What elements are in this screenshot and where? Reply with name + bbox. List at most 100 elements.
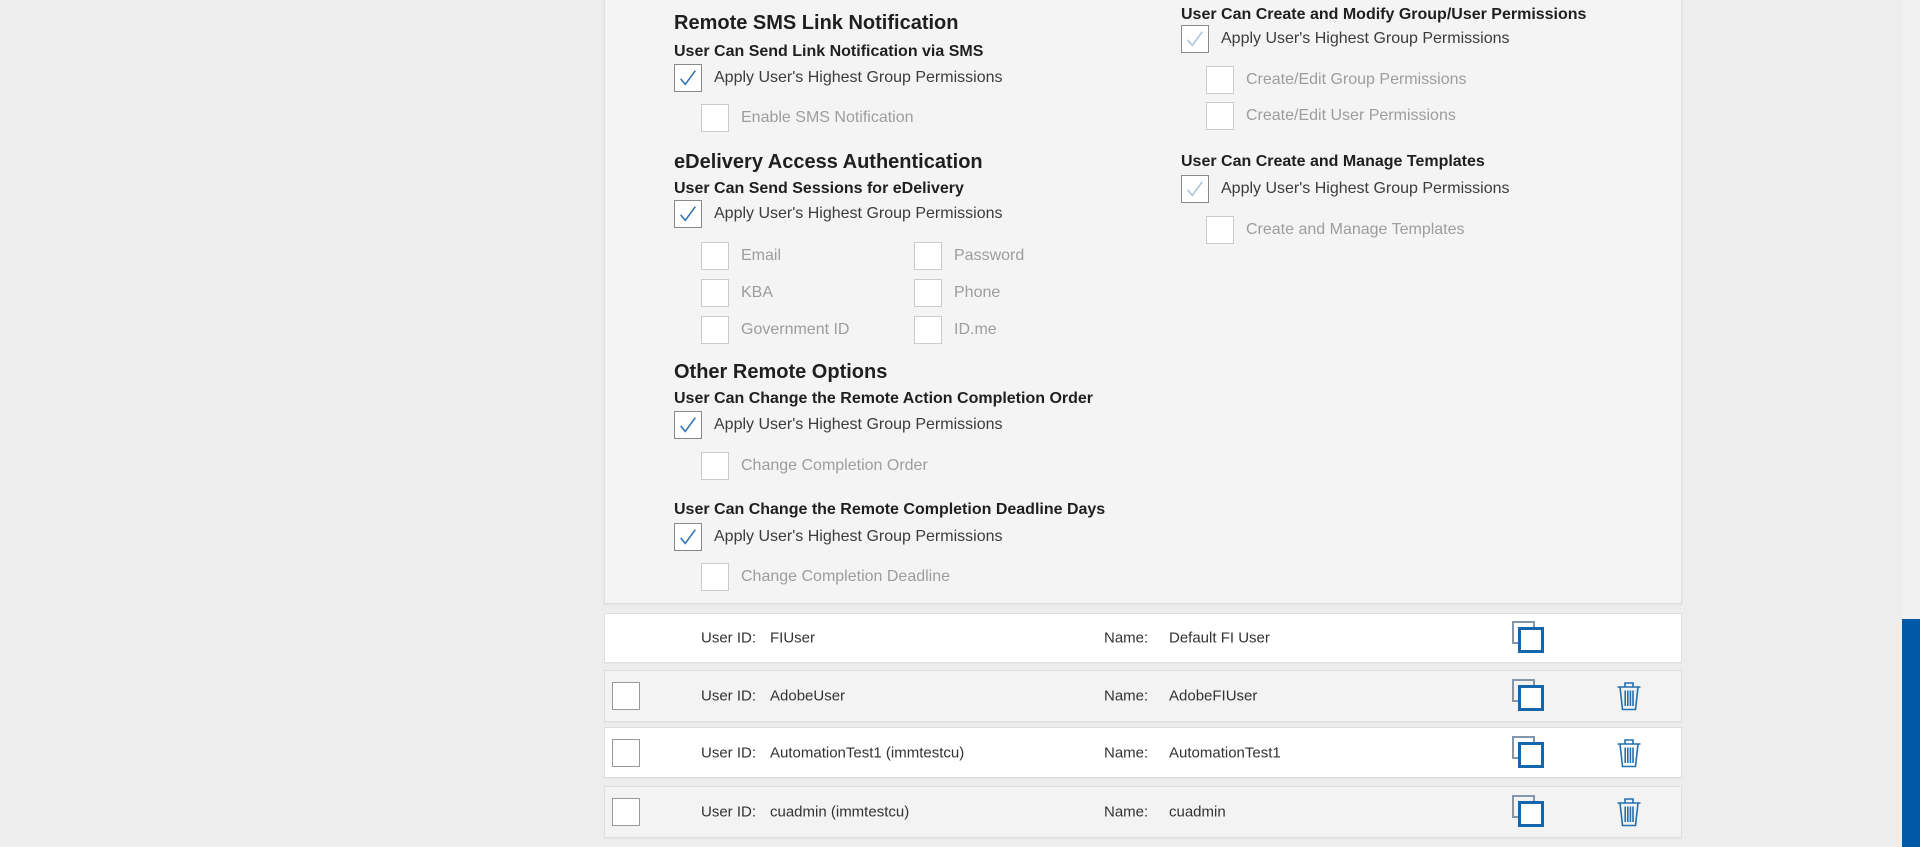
trash-icon: [1617, 682, 1641, 711]
check-icon: [1187, 31, 1203, 47]
checkbox-label: Apply User's Highest Group Permissions: [714, 69, 1003, 86]
row-select-checkbox[interactable]: [612, 798, 640, 826]
email-checkbox: [701, 242, 729, 270]
name-label: Name:: [1104, 629, 1149, 647]
user-row: User ID: AdobeUser Name: AdobeFIUser: [604, 670, 1682, 722]
check-icon: [1187, 181, 1203, 197]
idme-checkbox: [914, 316, 942, 344]
apply-highest-permissions-checkbox[interactable]: [674, 523, 702, 551]
copy-user-button[interactable]: [1510, 794, 1548, 830]
name-label: Name:: [1104, 803, 1149, 821]
apply-highest-permissions-row: Apply User's Highest Group Permissions: [1181, 25, 1651, 53]
checkbox-label: Email: [741, 247, 782, 264]
checkbox-label: Apply User's Highest Group Permissions: [714, 205, 1003, 222]
enable-sms-notification-checkbox: [701, 104, 729, 132]
copy-icon: [1518, 801, 1544, 827]
copy-icon: [1518, 627, 1544, 653]
check-icon: [680, 206, 696, 222]
checkbox-label: Password: [954, 247, 1025, 264]
apply-highest-permissions-checkbox: [1181, 25, 1209, 53]
row-select-checkbox[interactable]: [612, 682, 640, 710]
create-edit-group-permissions-checkbox: [1206, 66, 1234, 94]
name-value: AdobeFIUser: [1169, 687, 1258, 705]
checkbox-label: Apply User's Highest Group Permissions: [1221, 30, 1510, 47]
check-icon: [680, 70, 696, 86]
name-value: AutomationTest1: [1169, 744, 1281, 761]
scrollbar-thumb[interactable]: [1902, 619, 1920, 847]
checkbox-label: Apply User's Highest Group Permissions: [714, 528, 1003, 545]
check-icon: [680, 529, 696, 545]
group-title-send-link-sms: User Can Send Link Notification via SMS: [674, 43, 984, 60]
enable-sms-notification-row: Enable SMS Notification: [701, 104, 1144, 132]
checkbox-label: Create/Edit User Permissions: [1246, 107, 1456, 124]
checkbox-label: Create/Edit Group Permissions: [1246, 71, 1467, 88]
panel-right-column: User Can Create and Modify Group/User Pe…: [1181, 5, 1651, 244]
phone-checkbox: [914, 279, 942, 307]
checkbox-label: Government ID: [741, 321, 850, 338]
password-auth-row: Password: [914, 242, 1144, 270]
change-completion-deadline-row: Change Completion Deadline: [701, 563, 1144, 591]
create-edit-user-permissions-row: Create/Edit User Permissions: [1206, 102, 1651, 130]
group-title-modify-permissions: User Can Create and Modify Group/User Pe…: [1181, 6, 1587, 23]
delete-user-button[interactable]: [1613, 678, 1647, 714]
name-label: Name:: [1104, 744, 1149, 761]
check-icon: [680, 417, 696, 433]
apply-highest-permissions-row: Apply User's Highest Group Permissions: [674, 523, 1144, 551]
user-row: User ID: FIUser Name: Default FI User: [604, 613, 1682, 663]
checkbox-label: ID.me: [954, 321, 997, 338]
group-title-manage-templates: User Can Create and Manage Templates: [1181, 153, 1485, 170]
checkbox-label: Apply User's Highest Group Permissions: [714, 416, 1003, 433]
copy-user-button[interactable]: [1510, 620, 1548, 656]
user-id-value: cuadmin (immtestcu): [770, 803, 910, 821]
government-id-checkbox: [701, 316, 729, 344]
trash-icon: [1617, 798, 1641, 827]
row-select-checkbox[interactable]: [612, 738, 640, 767]
user-id-label: User ID:: [701, 803, 757, 821]
panel-left-column: Remote SMS Link Notification User Can Se…: [674, 11, 1144, 591]
group-title-completion-order: User Can Change the Remote Action Comple…: [674, 390, 1094, 407]
apply-highest-permissions-row: Apply User's Highest Group Permissions: [1181, 175, 1651, 203]
apply-highest-permissions-checkbox[interactable]: [674, 411, 702, 439]
user-id-value: AdobeUser: [770, 687, 846, 705]
kba-checkbox: [701, 279, 729, 307]
copy-user-button[interactable]: [1510, 678, 1548, 714]
create-edit-group-permissions-row: Create/Edit Group Permissions: [1206, 66, 1651, 94]
checkbox-label: Apply User's Highest Group Permissions: [1221, 180, 1510, 197]
scrollbar-track[interactable]: [1902, 0, 1920, 847]
create-manage-templates-checkbox: [1206, 216, 1234, 244]
name-value: Default FI User: [1169, 629, 1270, 647]
apply-highest-permissions-row: Apply User's Highest Group Permissions: [674, 411, 1144, 439]
delete-user-button[interactable]: [1613, 794, 1647, 830]
checkbox-label: Change Completion Order: [741, 457, 928, 474]
checkbox-label: Change Completion Deadline: [741, 568, 951, 585]
section-heading-edelivery: eDelivery Access Authentication: [674, 151, 983, 173]
email-auth-row: Email: [701, 242, 914, 270]
group-title-deadline-days: User Can Change the Remote Completion De…: [674, 501, 1106, 518]
checkbox-label: Phone: [954, 284, 1001, 301]
copy-icon: [1518, 741, 1544, 768]
apply-highest-permissions-checkbox: [1181, 175, 1209, 203]
apply-highest-permissions-checkbox[interactable]: [674, 64, 702, 92]
apply-highest-permissions-checkbox[interactable]: [674, 200, 702, 228]
delete-user-button[interactable]: [1613, 735, 1647, 771]
trash-icon: [1617, 738, 1641, 767]
group-title-send-sessions: User Can Send Sessions for eDelivery: [674, 180, 964, 197]
checkbox-label: KBA: [741, 284, 774, 301]
section-heading-remote-sms: Remote SMS Link Notification: [674, 12, 959, 34]
user-id-value: AutomationTest1 (immtestcu): [770, 744, 965, 761]
user-id-value: FIUser: [770, 629, 815, 647]
checkbox-label: Create and Manage Templates: [1246, 221, 1465, 238]
user-id-label: User ID:: [701, 629, 757, 647]
create-manage-templates-row: Create and Manage Templates: [1206, 216, 1651, 244]
copy-icon: [1518, 685, 1544, 711]
government-id-auth-row: Government ID: [701, 316, 914, 344]
edelivery-auth-options-grid: Email Password KBA Phone Government ID: [701, 242, 1144, 344]
create-edit-user-permissions-checkbox: [1206, 102, 1234, 130]
name-label: Name:: [1104, 687, 1149, 705]
phone-auth-row: Phone: [914, 279, 1144, 307]
user-row: User ID: AutomationTest1 (immtestcu) Nam…: [604, 727, 1682, 778]
change-completion-order-row: Change Completion Order: [701, 452, 1144, 480]
change-completion-order-checkbox: [701, 452, 729, 480]
copy-user-button[interactable]: [1510, 735, 1548, 771]
